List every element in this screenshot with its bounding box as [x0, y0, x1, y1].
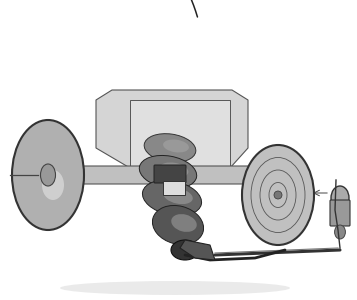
Circle shape [274, 191, 282, 199]
Ellipse shape [163, 188, 193, 204]
FancyBboxPatch shape [330, 200, 350, 226]
Ellipse shape [139, 155, 197, 188]
Ellipse shape [242, 145, 314, 245]
Ellipse shape [335, 225, 346, 239]
FancyBboxPatch shape [163, 181, 185, 195]
FancyBboxPatch shape [154, 165, 186, 183]
Ellipse shape [142, 180, 202, 216]
Ellipse shape [331, 186, 349, 210]
Polygon shape [130, 100, 230, 168]
Ellipse shape [163, 140, 189, 152]
Ellipse shape [171, 214, 197, 232]
Ellipse shape [40, 164, 55, 186]
Ellipse shape [60, 281, 290, 295]
Ellipse shape [160, 163, 188, 178]
Ellipse shape [144, 134, 196, 162]
Ellipse shape [171, 240, 199, 260]
FancyBboxPatch shape [69, 166, 276, 184]
Ellipse shape [152, 206, 203, 244]
Ellipse shape [42, 170, 64, 200]
Polygon shape [180, 240, 215, 260]
Ellipse shape [12, 120, 84, 230]
Polygon shape [96, 90, 248, 168]
